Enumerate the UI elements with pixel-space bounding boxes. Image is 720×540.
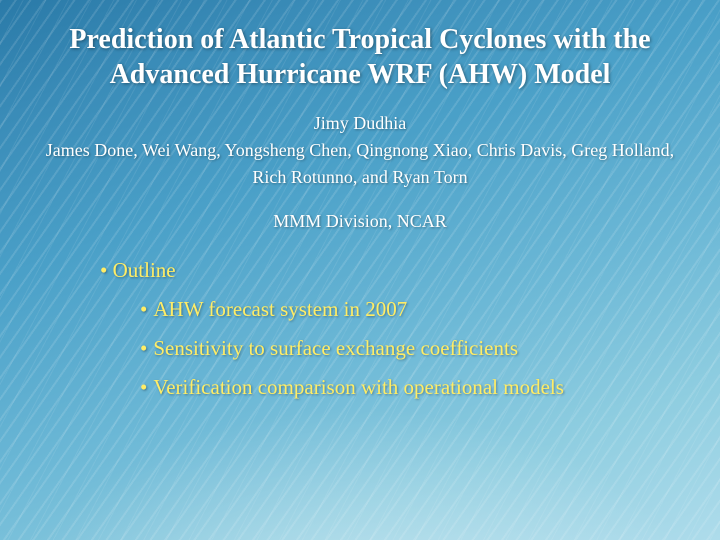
outline-item-text: Verification comparison with operational… (153, 375, 564, 399)
author-line-1: Jimy Dudhia (40, 110, 680, 137)
outline-item-text: Sensitivity to surface exchange coeffici… (153, 336, 518, 360)
division-text: MMM Division, NCAR (40, 211, 680, 232)
outline-item-text: AHW forecast system in 2007 (153, 297, 407, 321)
outline-heading-text: Outline (113, 258, 176, 282)
author-line-3: Rich Rotunno, and Ryan Torn (40, 164, 680, 191)
author-line-2: James Done, Wei Wang, Yongsheng Chen, Qi… (40, 137, 680, 164)
outline-block: Outline AHW forecast system in 2007 Sens… (40, 258, 680, 400)
outline-heading: Outline (100, 258, 680, 283)
outline-item: Sensitivity to surface exchange coeffici… (140, 336, 680, 361)
outline-item: Verification comparison with operational… (140, 375, 680, 400)
slide-title: Prediction of Atlantic Tropical Cyclones… (40, 22, 680, 92)
authors-block: Jimy Dudhia James Done, Wei Wang, Yongsh… (40, 110, 680, 191)
outline-item: AHW forecast system in 2007 (140, 297, 680, 322)
slide: Prediction of Atlantic Tropical Cyclones… (0, 0, 720, 540)
